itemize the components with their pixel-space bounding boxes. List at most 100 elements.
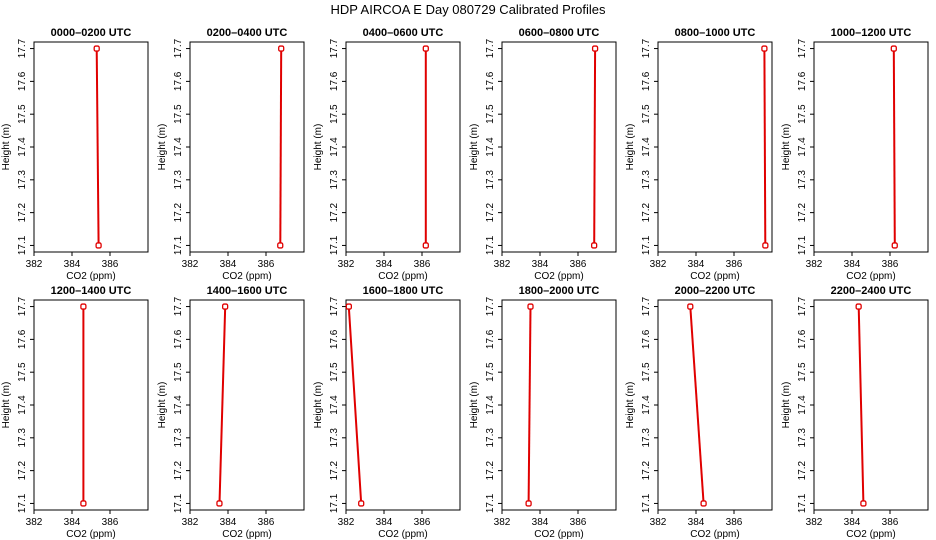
series-line — [892, 48, 896, 246]
plot-frame — [813, 41, 929, 253]
y-tick-label: 17.5 — [797, 104, 808, 124]
y-tick-label: 17.3 — [17, 170, 28, 190]
data-point — [855, 303, 862, 310]
x-tick-label: 386 — [882, 259, 899, 270]
plot-frame — [189, 299, 305, 511]
y-tick-label: 17.2 — [329, 460, 340, 480]
data-point — [80, 500, 87, 507]
y-tick-label: 17.2 — [797, 202, 808, 222]
x-tick-label: 382 — [338, 517, 355, 528]
x-axis-label: CO2 (ppm) — [534, 529, 583, 540]
y-axis-label: Height (m) — [625, 124, 636, 171]
y-tick-label: 17.6 — [797, 71, 808, 91]
data-point — [591, 242, 598, 249]
y-axis-label: Height (m) — [1, 124, 12, 171]
plot-frame — [345, 299, 461, 511]
y-tick-label: 17.3 — [641, 170, 652, 190]
panel-9: 1600–1800 UTC 382 384 386 17.1 17.2 17.3 17.4 17… — [313, 285, 461, 540]
y-tick-label: 17.2 — [797, 460, 808, 480]
x-tick-label: 386 — [726, 259, 743, 270]
y-tick-label: 17.6 — [329, 329, 340, 349]
x-axis-label: CO2 (ppm) — [378, 271, 427, 282]
data-point — [216, 500, 223, 507]
y-tick-label: 17.5 — [641, 104, 652, 124]
panel-title: 1800–2000 UTC — [519, 285, 600, 297]
series-line — [593, 48, 597, 246]
y-tick-label: 17.1 — [17, 235, 28, 255]
y-tick-label: 17.2 — [641, 202, 652, 222]
series-line — [218, 306, 227, 504]
y-tick-label: 17.3 — [485, 170, 496, 190]
x-tick-label: 386 — [414, 517, 431, 528]
x-tick-label: 384 — [844, 517, 861, 528]
x-tick-label: 384 — [532, 259, 549, 270]
panel-title: 1400–1600 UTC — [207, 285, 288, 297]
y-tick-label: 17.7 — [641, 296, 652, 316]
y-tick-label: 17.1 — [329, 235, 340, 255]
y-tick-label: 17.4 — [329, 395, 340, 415]
x-axis-label: CO2 (ppm) — [66, 271, 115, 282]
data-point — [762, 242, 769, 249]
data-point — [700, 500, 707, 507]
y-tick-label: 17.7 — [797, 296, 808, 316]
y-axis-label: Height (m) — [781, 382, 792, 429]
y-tick-label: 17.5 — [485, 104, 496, 124]
x-tick-label: 386 — [726, 517, 743, 528]
y-tick-label: 17.5 — [17, 362, 28, 382]
data-point — [277, 242, 284, 249]
x-tick-label: 382 — [650, 517, 667, 528]
panel-title: 1200–1400 UTC — [51, 285, 132, 297]
y-tick-label: 17.7 — [485, 38, 496, 58]
x-tick-label: 386 — [258, 259, 275, 270]
x-tick-label: 386 — [570, 259, 587, 270]
data-point — [80, 303, 87, 310]
y-tick-label: 17.2 — [17, 202, 28, 222]
panel-title: 1000–1200 UTC — [831, 27, 912, 39]
y-tick-label: 17.3 — [641, 428, 652, 448]
x-tick-label: 384 — [688, 517, 705, 528]
y-tick-label: 17.1 — [641, 235, 652, 255]
data-point — [527, 303, 534, 310]
y-tick-label: 17.6 — [641, 71, 652, 91]
y-tick-label: 17.5 — [641, 362, 652, 382]
series-line — [279, 48, 283, 246]
x-tick-label: 386 — [258, 517, 275, 528]
y-tick-label: 17.7 — [173, 296, 184, 316]
panel-title: 0000–0200 UTC — [51, 27, 132, 39]
panel-8: 1400–1600 UTC 382 384 386 17.1 17.2 17.3 17.4 17… — [157, 285, 305, 540]
y-tick-label: 17.5 — [173, 362, 184, 382]
panel-title: 0600–0800 UTC — [519, 27, 600, 39]
y-tick-label: 17.4 — [485, 395, 496, 415]
data-point — [761, 45, 768, 52]
x-tick-label: 384 — [64, 259, 81, 270]
y-axis-label: Height (m) — [157, 382, 168, 429]
data-point — [422, 45, 429, 52]
y-tick-label: 17.7 — [797, 38, 808, 58]
y-tick-label: 17.6 — [17, 71, 28, 91]
series-line — [763, 48, 767, 246]
plot-frame — [33, 41, 149, 253]
data-point — [860, 500, 867, 507]
x-tick-label: 386 — [102, 259, 119, 270]
data-point — [525, 500, 532, 507]
panel-1: 0000–0200 UTC 382 384 386 17.1 17.2 17.3 17.4 17… — [1, 27, 149, 282]
y-tick-label: 17.6 — [485, 329, 496, 349]
series-line — [527, 306, 532, 504]
panel-5: 0800–1000 UTC 382 384 386 17.1 17.2 17.3 17.4 17… — [625, 27, 773, 282]
y-tick-label: 17.7 — [329, 296, 340, 316]
x-tick-label: 382 — [806, 517, 823, 528]
y-tick-label: 17.5 — [329, 104, 340, 124]
panel-title: 0800–1000 UTC — [675, 27, 756, 39]
x-tick-label: 384 — [376, 259, 393, 270]
y-tick-label: 17.2 — [173, 460, 184, 480]
y-tick-label: 17.7 — [641, 38, 652, 58]
y-tick-label: 17.4 — [641, 395, 652, 415]
y-tick-label: 17.6 — [485, 71, 496, 91]
x-tick-label: 384 — [64, 517, 81, 528]
y-tick-label: 17.7 — [329, 38, 340, 58]
x-tick-label: 382 — [650, 259, 667, 270]
y-axis-label: Height (m) — [781, 124, 792, 171]
data-point — [890, 45, 897, 52]
panel-11: 2000–2200 UTC 382 384 386 17.1 17.2 17.3 17.4 17… — [625, 285, 773, 540]
x-tick-label: 384 — [376, 517, 393, 528]
